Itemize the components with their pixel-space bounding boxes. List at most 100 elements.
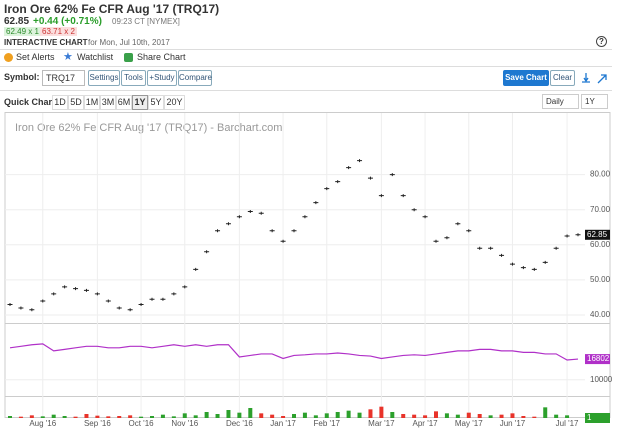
volume-bar bbox=[477, 414, 482, 418]
y-tick-label: 40.00 bbox=[590, 310, 611, 319]
title: Iron Ore 62% Fe CFR Aug '17 (TRQ17) bbox=[4, 2, 220, 16]
volume-bar bbox=[182, 413, 187, 418]
price-bar bbox=[466, 229, 472, 233]
volume-bar bbox=[423, 415, 428, 418]
tools-button[interactable]: Tools bbox=[121, 70, 146, 86]
toolbar-icons[interactable] bbox=[580, 71, 610, 85]
share-chart[interactable]: Share Chart bbox=[137, 52, 186, 62]
set-alerts[interactable]: Set Alerts bbox=[16, 52, 55, 62]
x-tick-label: Apr '17 bbox=[413, 419, 439, 428]
price-bar bbox=[367, 176, 373, 180]
volume-bar bbox=[543, 407, 548, 418]
volume-bar bbox=[313, 415, 318, 418]
divider bbox=[0, 66, 612, 67]
compare-button[interactable]: Compare bbox=[178, 70, 212, 86]
price-bar bbox=[127, 308, 133, 312]
volume-bar bbox=[434, 411, 438, 418]
volume-bar bbox=[95, 415, 100, 418]
range-button[interactable]: 6M bbox=[116, 95, 132, 110]
volume-bar bbox=[226, 410, 231, 418]
price-bar bbox=[411, 208, 417, 212]
chart-date: for Mon, Jul 10th, 2017 bbox=[88, 38, 170, 47]
volume-bar bbox=[128, 415, 133, 418]
volume-bar bbox=[324, 413, 329, 418]
price-bar bbox=[520, 266, 526, 270]
open-interest-line bbox=[9, 343, 579, 361]
price-bar bbox=[324, 187, 330, 191]
last-price: 62.85 bbox=[4, 16, 30, 27]
last-value-label: 62.85 bbox=[587, 230, 608, 239]
price-bar bbox=[389, 173, 395, 177]
volume-bar bbox=[106, 416, 111, 418]
volume-bar bbox=[204, 412, 209, 418]
symbol-input[interactable]: TRQ17 bbox=[42, 70, 85, 86]
study-button[interactable]: +Study bbox=[147, 70, 177, 86]
price-bar bbox=[204, 250, 210, 254]
volume-bar bbox=[335, 412, 340, 418]
price-bar bbox=[182, 285, 188, 289]
volume-bar bbox=[215, 414, 220, 418]
volume-bar bbox=[117, 416, 122, 418]
bid: 62.49 x 1 bbox=[4, 27, 41, 36]
y-tick-label: 80.00 bbox=[590, 170, 611, 179]
price-bar bbox=[422, 215, 428, 219]
price-bar bbox=[335, 180, 341, 184]
price-bar bbox=[488, 246, 494, 250]
volume-bar bbox=[346, 410, 351, 418]
price-change: +0.44 (+0.71%) bbox=[33, 16, 102, 27]
volume-bar bbox=[40, 416, 45, 418]
chart-frame bbox=[4, 112, 611, 418]
volume-bar bbox=[444, 413, 449, 418]
volume-bar bbox=[8, 416, 12, 418]
y-tick-label: 70.00 bbox=[590, 205, 611, 214]
chart-label: INTERACTIVE CHART bbox=[4, 38, 88, 47]
volume-bar bbox=[281, 416, 286, 418]
watchlist[interactable]: Watchlist bbox=[77, 52, 114, 62]
x-tick-label: Dec '16 bbox=[226, 419, 253, 428]
price-bar bbox=[499, 253, 505, 257]
price-bar bbox=[280, 239, 286, 243]
interval-select[interactable]: Daily bbox=[542, 94, 579, 109]
range-button[interactable]: 5Y bbox=[148, 95, 164, 110]
alert-icon bbox=[4, 53, 13, 62]
save-chart-button[interactable]: Save Chart bbox=[503, 70, 549, 86]
price-bar bbox=[564, 234, 570, 238]
price-bar bbox=[160, 297, 166, 301]
x-tick-label: Jan '17 bbox=[270, 419, 296, 428]
x-tick-label: May '17 bbox=[455, 419, 483, 428]
quote-time: 09:23 CT [NYMEX] bbox=[112, 17, 180, 26]
range-button[interactable]: 5D bbox=[68, 95, 84, 110]
price-bar bbox=[531, 267, 537, 271]
volume-bar bbox=[565, 415, 570, 418]
settings-button[interactable]: Settings bbox=[88, 70, 120, 86]
volume-bar bbox=[379, 406, 384, 418]
price-bar bbox=[138, 302, 144, 306]
range-button[interactable]: 3M bbox=[100, 95, 116, 110]
price-bar bbox=[51, 292, 57, 296]
price-bar bbox=[346, 166, 352, 170]
price-bar bbox=[553, 246, 559, 250]
last-value-tag bbox=[585, 354, 610, 365]
range-button[interactable]: 1D bbox=[52, 95, 68, 110]
x-tick-label: Mar '17 bbox=[368, 419, 395, 428]
price-bar bbox=[62, 285, 68, 289]
volume-bar bbox=[51, 414, 56, 418]
price-bar bbox=[542, 260, 548, 264]
price-bar bbox=[225, 222, 231, 226]
help-button[interactable]: ? bbox=[596, 36, 607, 47]
range-button[interactable]: 20Y bbox=[164, 95, 185, 110]
price-bar bbox=[258, 211, 264, 215]
period-select[interactable]: 1Y bbox=[581, 94, 608, 109]
clear-button[interactable]: Clear bbox=[550, 70, 575, 86]
volume-bar bbox=[532, 416, 537, 418]
y-tick-label: 10000 bbox=[590, 375, 613, 384]
range-button[interactable]: 1Y bbox=[132, 95, 148, 110]
price-bar bbox=[400, 194, 406, 198]
last-value-tag bbox=[585, 229, 610, 240]
price-bar bbox=[444, 236, 450, 240]
last-value-tag bbox=[585, 412, 610, 423]
volume-bar bbox=[510, 413, 515, 418]
range-button[interactable]: 1M bbox=[84, 95, 100, 110]
volume-bar bbox=[357, 412, 362, 418]
